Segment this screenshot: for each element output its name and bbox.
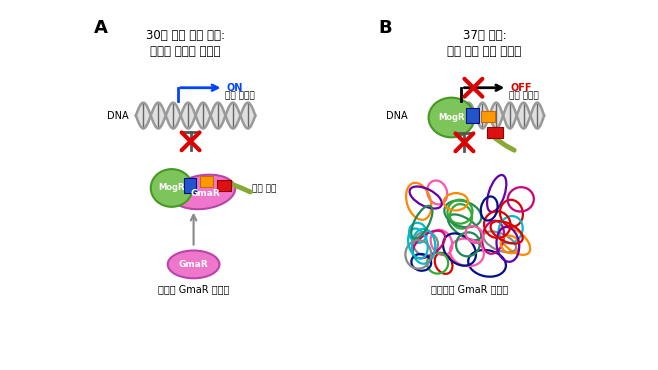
Bar	[199, 176, 213, 187]
Text: 37도 체내:: 37도 체내:	[463, 29, 506, 42]
Bar	[184, 178, 195, 193]
Text: 편모 유전자: 편모 유전자	[509, 91, 539, 100]
Text: 편모를 이용한 운동성: 편모를 이용한 운동성	[151, 45, 221, 58]
Text: GmaR: GmaR	[191, 189, 220, 198]
Text: 액틴 중합 기반 운동성: 액틴 중합 기반 운동성	[447, 45, 522, 58]
Text: 기능적 GmaR 단량체: 기능적 GmaR 단량체	[158, 284, 229, 294]
Ellipse shape	[172, 175, 235, 209]
Text: 30도 이하 체외 환경:: 30도 이하 체외 환경:	[146, 29, 225, 42]
Bar	[467, 108, 480, 124]
Text: GmaR: GmaR	[179, 260, 209, 269]
Text: OFF: OFF	[510, 83, 532, 93]
Ellipse shape	[151, 169, 193, 207]
Text: MogR: MogR	[438, 113, 465, 122]
Text: B: B	[378, 19, 392, 37]
Bar	[218, 180, 232, 191]
Text: 이중 결합: 이중 결합	[252, 185, 277, 194]
Bar	[482, 111, 495, 122]
Ellipse shape	[428, 98, 474, 137]
Text: MogR: MogR	[159, 184, 185, 192]
Text: DNA: DNA	[107, 111, 129, 121]
Bar	[488, 127, 503, 138]
Text: 편모 유전자: 편모 유전자	[226, 91, 255, 100]
Text: 비정상적 GmaR 응집체: 비정상적 GmaR 응집체	[431, 284, 508, 294]
Text: A: A	[94, 19, 108, 37]
Ellipse shape	[168, 250, 220, 278]
Text: ON: ON	[226, 83, 243, 93]
Text: DNA: DNA	[386, 111, 408, 121]
